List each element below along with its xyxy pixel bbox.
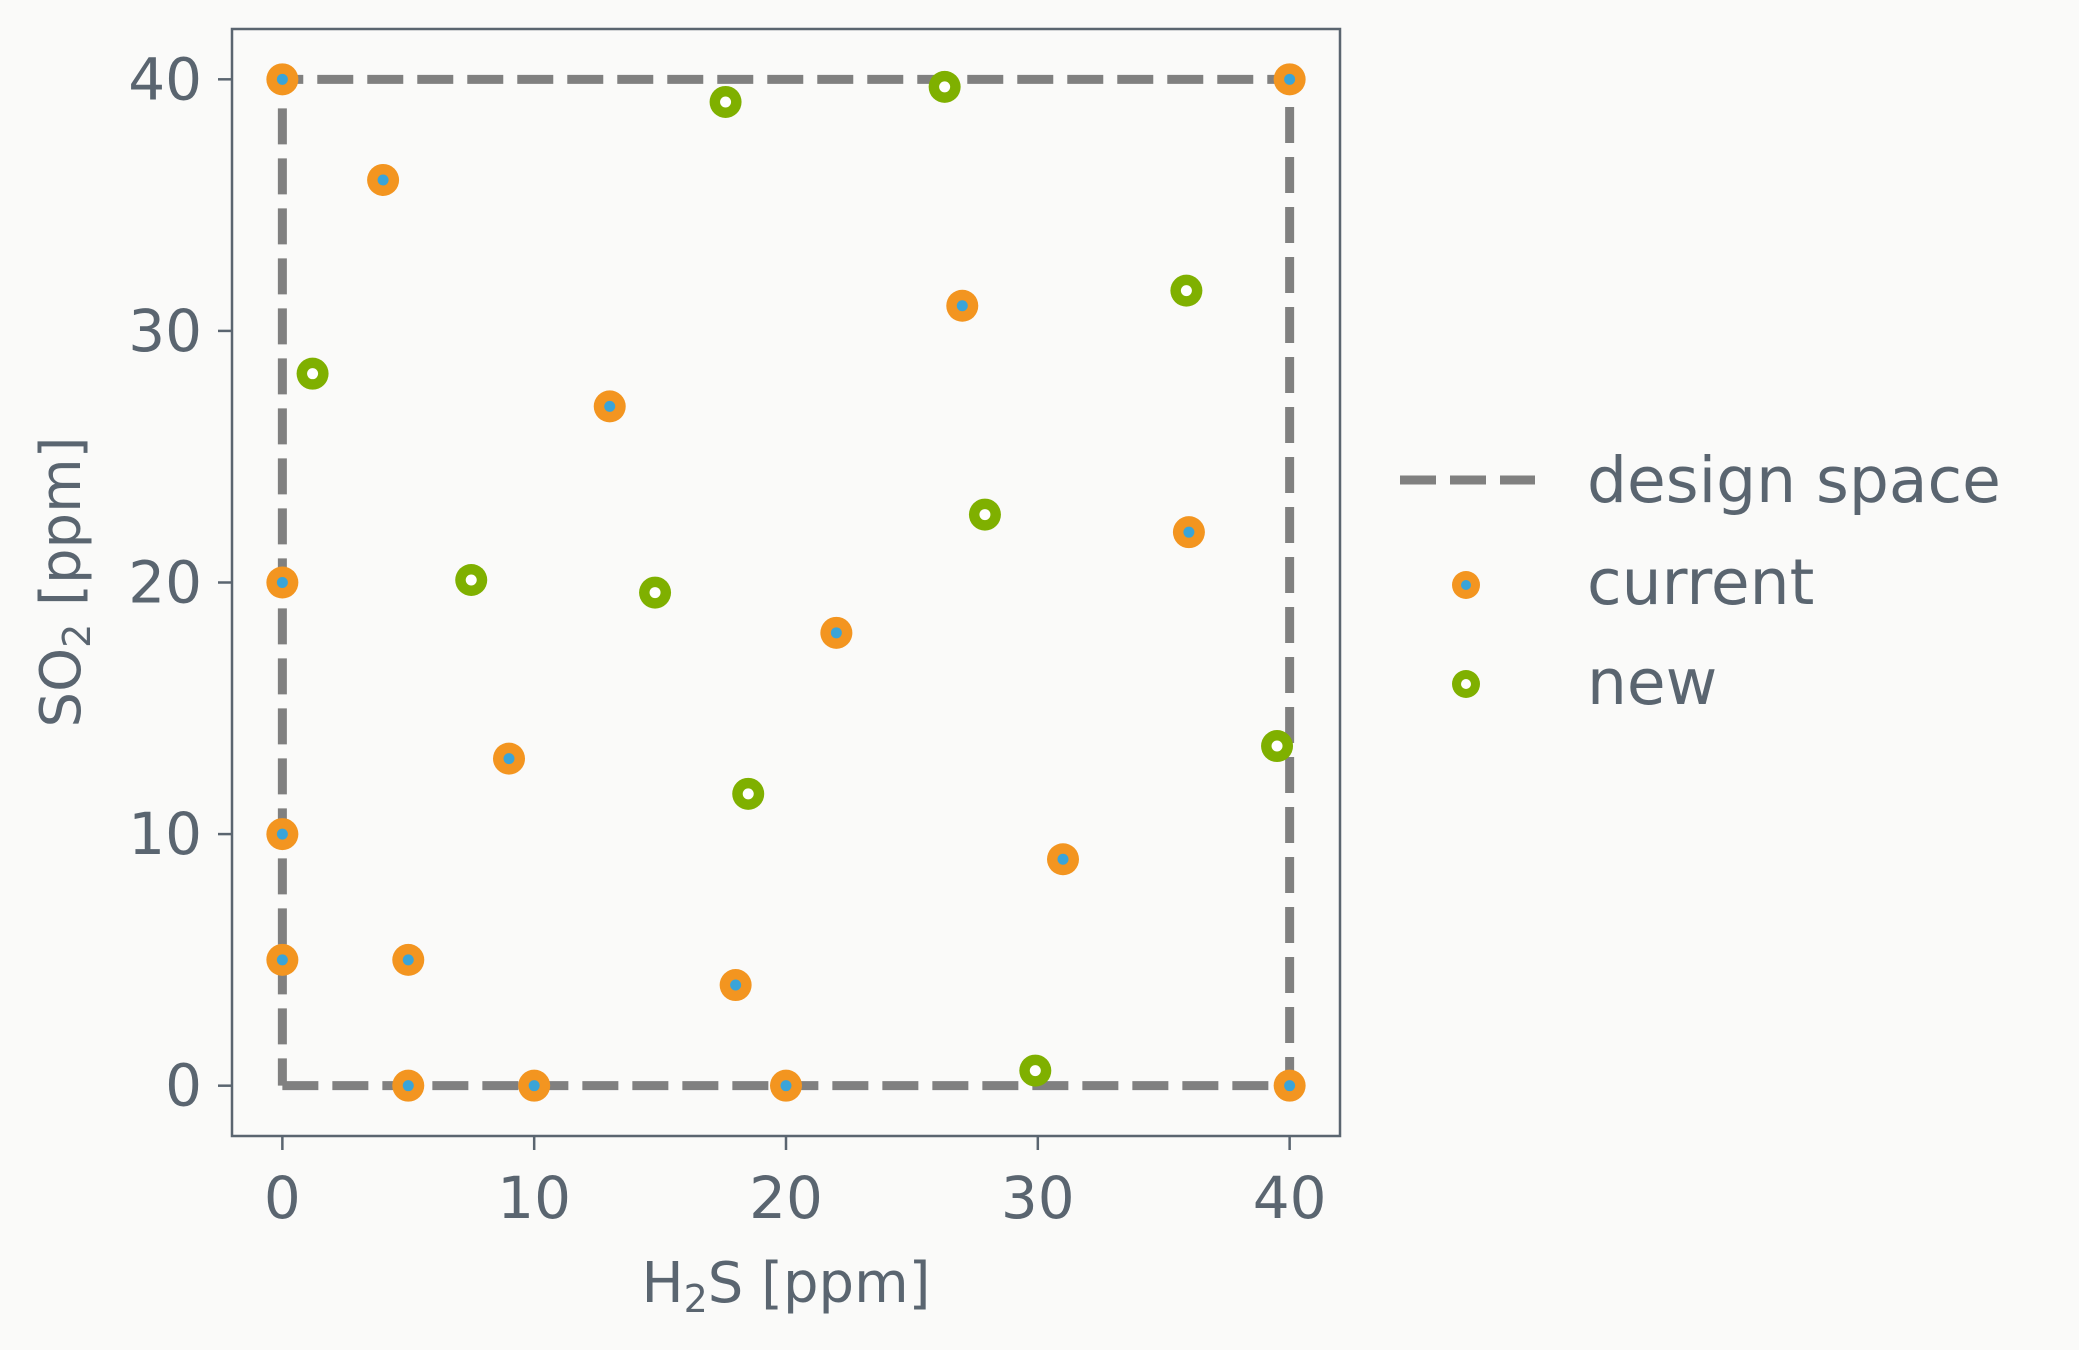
current-point	[820, 616, 853, 649]
new-point	[732, 777, 765, 810]
current-marker-center	[1057, 853, 1069, 865]
x-ticks: 0 10 20 30 40	[264, 1136, 1327, 1232]
new-point	[968, 498, 1001, 531]
y-tick-label: 40	[128, 45, 202, 113]
current-marker-center	[1284, 1080, 1296, 1092]
legend-new-marker	[1452, 670, 1480, 698]
current-point	[1273, 63, 1306, 96]
y-ticks: 0 10 20 30 40	[128, 45, 232, 1120]
current-marker-center	[503, 753, 515, 765]
current-point	[1172, 516, 1205, 549]
current-point	[493, 742, 525, 775]
current-point	[770, 1069, 802, 1102]
current-marker-center	[402, 954, 414, 966]
x-tick-label: 20	[749, 1164, 823, 1232]
y-axis-label: SO2 [ppm]	[29, 437, 99, 728]
legend-new-label: new	[1587, 646, 1717, 719]
current-point	[367, 163, 400, 196]
x-tick-label: 30	[1001, 1164, 1075, 1232]
current-marker-center	[377, 174, 389, 186]
legend-current-label: current	[1587, 546, 1814, 619]
x-axis-label: H2S [ppm]	[642, 1251, 931, 1321]
y-tick-label: 10	[128, 800, 202, 868]
legend-design-space-label: design space	[1587, 444, 2001, 517]
current-point	[392, 943, 425, 976]
current-marker-center	[780, 1080, 792, 1092]
new-marker-center	[307, 368, 319, 380]
new-marker-center	[465, 574, 477, 586]
current-point	[593, 390, 626, 423]
new-marker-center	[1271, 740, 1283, 752]
current-marker-center	[402, 1080, 414, 1092]
current-marker-center	[276, 828, 288, 840]
y-tick-label: 0	[165, 1052, 202, 1120]
current-point	[518, 1069, 551, 1102]
current-marker-center	[1183, 526, 1195, 538]
new-marker-center	[939, 81, 951, 93]
new-point	[1261, 730, 1294, 763]
y-tick-label: 30	[128, 297, 202, 365]
current-marker-center	[528, 1080, 540, 1092]
new-point	[296, 357, 329, 390]
current-marker-center	[956, 300, 968, 312]
new-point	[639, 576, 672, 609]
legend: design space current new	[1400, 444, 2001, 719]
x-tick-label: 40	[1253, 1164, 1327, 1232]
current-point	[946, 289, 979, 322]
current-point	[266, 943, 299, 976]
new-marker-center	[1029, 1065, 1041, 1077]
current-marker-center	[730, 979, 742, 991]
points-layer	[266, 63, 1306, 1102]
current-point	[392, 1069, 425, 1102]
x-tick-label: 0	[264, 1164, 301, 1232]
new-marker-center	[649, 587, 661, 599]
new-point	[1019, 1054, 1052, 1087]
current-point	[719, 969, 752, 1002]
y-tick-label: 20	[128, 549, 202, 617]
new-marker-center	[979, 509, 991, 521]
current-marker-center	[276, 954, 288, 966]
new-marker-center	[1180, 285, 1192, 297]
current-point	[266, 818, 299, 851]
new-point	[1170, 274, 1203, 307]
new-marker-center	[720, 96, 732, 108]
new-point	[455, 563, 488, 596]
new-point	[709, 85, 742, 118]
current-point	[266, 566, 299, 599]
new-marker-center	[742, 788, 754, 800]
current-point	[1047, 843, 1079, 876]
current-point	[1273, 1069, 1306, 1102]
current-marker-center	[276, 73, 288, 85]
current-point	[266, 63, 299, 96]
x-tick-label: 10	[497, 1164, 571, 1232]
current-marker-center	[830, 627, 842, 639]
legend-current-marker	[1452, 571, 1480, 599]
current-marker-center	[276, 577, 288, 588]
current-marker-center	[1284, 73, 1296, 85]
current-marker-center	[604, 400, 616, 412]
new-point	[928, 70, 961, 103]
